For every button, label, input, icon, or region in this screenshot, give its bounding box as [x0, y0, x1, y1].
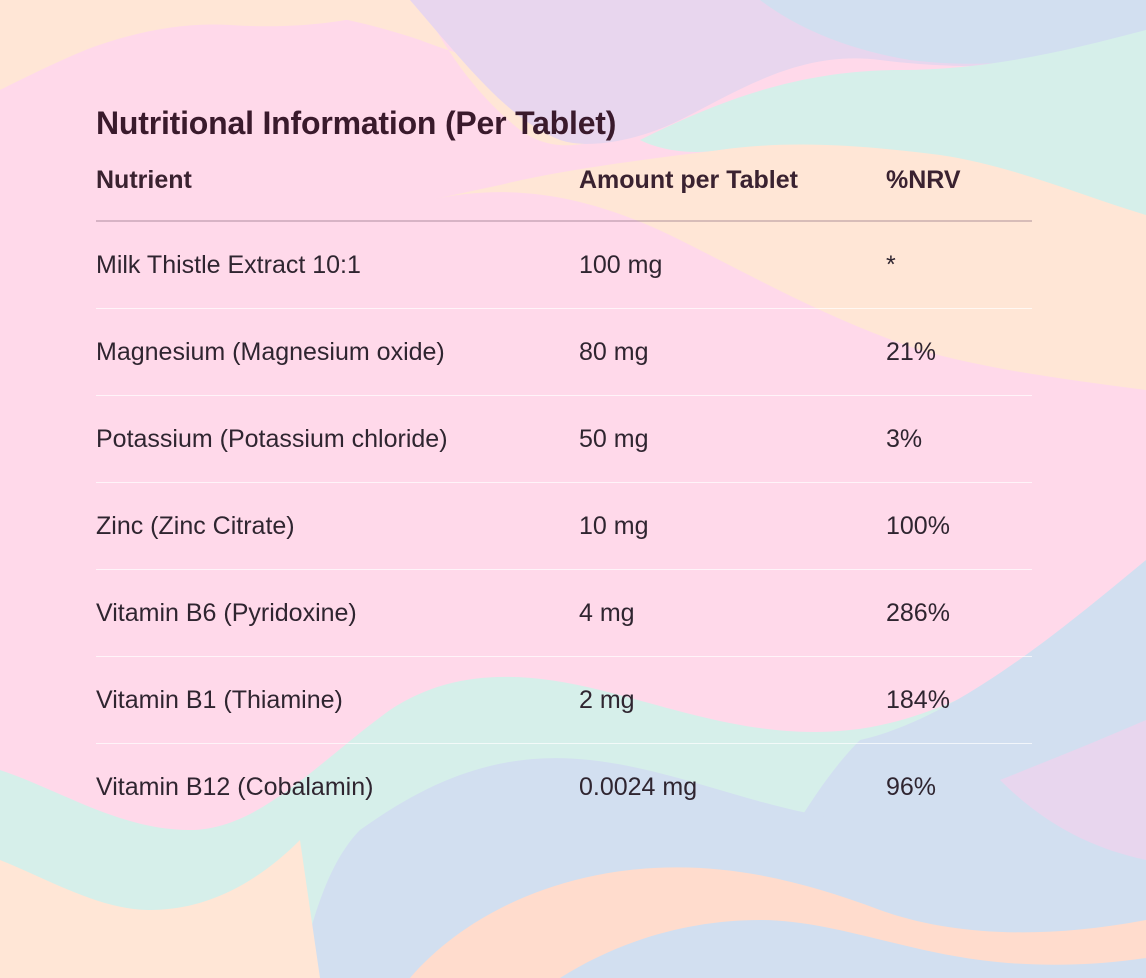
cell-amount: 4 mg [579, 569, 886, 657]
table-row: Zinc (Zinc Citrate) 10 mg 100% [96, 482, 1032, 570]
table-row: Vitamin B12 (Cobalamin) 0.0024 mg 96% [96, 744, 1032, 831]
cell-amount: 2 mg [579, 656, 886, 744]
cell-amount: 50 mg [579, 395, 886, 483]
header-nutrient: Nutrient [96, 166, 579, 222]
table-row: Milk Thistle Extract 10:1 100 mg * [96, 221, 1032, 309]
cell-nrv: 21% [886, 308, 1032, 396]
cell-nrv: 100% [886, 482, 1032, 570]
nutrition-table: Nutrient Amount per Tablet %NRV Milk Thi… [96, 166, 1032, 830]
cell-nutrient: Vitamin B12 (Cobalamin) [96, 772, 374, 801]
cell-nutrient: Potassium (Potassium chloride) [96, 395, 579, 483]
cell-nutrient: Vitamin B6 (Pyridoxine) [96, 569, 579, 657]
cell-amount: 10 mg [579, 482, 886, 570]
header-nrv: %NRV [886, 166, 1032, 222]
cell-nrv: 184% [886, 656, 1032, 744]
cell-nrv: 286% [886, 569, 1032, 657]
cell-amount: 0.0024 mg [579, 772, 698, 801]
cell-nutrient: Vitamin B1 (Thiamine) [96, 656, 579, 744]
table-row: Vitamin B6 (Pyridoxine) 4 mg 286% [96, 569, 1032, 657]
table-row: Vitamin B1 (Thiamine) 2 mg 184% [96, 656, 1032, 744]
table-row: Potassium (Potassium chloride) 50 mg 3% [96, 395, 1032, 483]
cell-amount: 80 mg [579, 308, 886, 396]
table-header-row: Nutrient Amount per Tablet %NRV [96, 166, 1032, 222]
cell-nutrient: Zinc (Zinc Citrate) [96, 482, 579, 570]
cell-nrv: * [886, 221, 1032, 309]
nutrition-panel: Nutritional Information (Per Tablet) Nut… [96, 100, 1032, 830]
table-row: Magnesium (Magnesium oxide) 80 mg 21% [96, 308, 1032, 396]
cell-nrv: 3% [886, 395, 1032, 483]
cell-nrv: 96% [886, 772, 937, 801]
header-amount: Amount per Tablet [579, 166, 886, 222]
table-title: Nutritional Information (Per Tablet) [96, 105, 617, 141]
cell-amount: 100 mg [579, 221, 886, 309]
cell-nutrient: Milk Thistle Extract 10:1 [96, 221, 579, 309]
cell-nutrient: Magnesium (Magnesium oxide) [96, 308, 579, 396]
